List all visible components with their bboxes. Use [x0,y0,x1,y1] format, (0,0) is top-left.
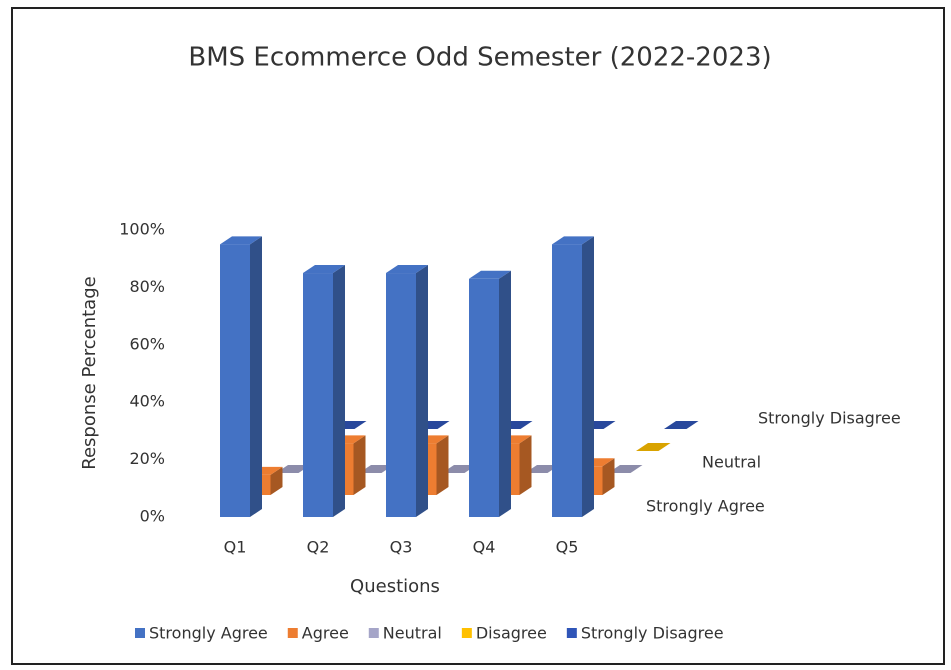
chart-title: BMS Ecommerce Odd Semester (2022-2023) [188,43,771,73]
bar-side [499,270,511,517]
bar [303,273,333,517]
y-tick-label: 40% [129,392,165,411]
y-tick-label: 20% [129,449,165,468]
bar-top [442,465,477,473]
bar-side [353,435,366,495]
bar-side [333,265,345,517]
bar-side [416,265,428,517]
legend-swatch [368,628,379,638]
y-tick-label: 0% [140,507,165,526]
legend-label: Strongly Agree [149,624,268,643]
depth-label: Strongly Agree [646,497,765,516]
x-tick-label: Q2 [307,538,330,557]
bar [469,278,499,517]
legend-swatch [461,628,472,638]
bar [220,244,250,517]
legend-label: Strongly Disagree [581,624,724,643]
y-tick-label: 60% [129,334,165,353]
bar-top [359,465,394,473]
bar-side [602,458,615,495]
bar-top [276,465,311,473]
bar-top [469,270,511,279]
y-tick-label: 80% [129,277,165,296]
bar-top [525,465,560,473]
bar-top [303,265,345,274]
x-tick-label: Q4 [473,538,496,557]
legend-label: Disagree [476,624,547,643]
bar-top [552,236,594,245]
depth-label: Strongly Disagree [758,409,901,428]
legend-swatch [566,628,577,638]
bar-side [270,466,283,495]
bar-top [664,421,699,429]
bar-top [608,465,643,473]
legend-swatch [287,628,298,638]
bar [552,244,582,517]
y-axis-label: Response Percentage [79,276,100,469]
legend-label: Neutral [383,624,442,643]
x-axis-label: Questions [350,576,440,597]
bar-top [220,236,262,245]
x-tick-label: Q1 [224,538,247,557]
bar-side [519,435,532,495]
bar-side [250,236,262,517]
bar-top [636,443,671,451]
legend-label: Agree [302,624,349,643]
bar-side [582,236,594,517]
bar-top [386,265,428,274]
bar [386,273,416,517]
x-tick-label: Q3 [390,538,413,557]
y-tick-label: 100% [119,220,165,239]
bar-side [436,435,449,495]
depth-label: Neutral [702,453,761,472]
legend-swatch [135,628,145,638]
x-tick-label: Q5 [556,538,579,557]
